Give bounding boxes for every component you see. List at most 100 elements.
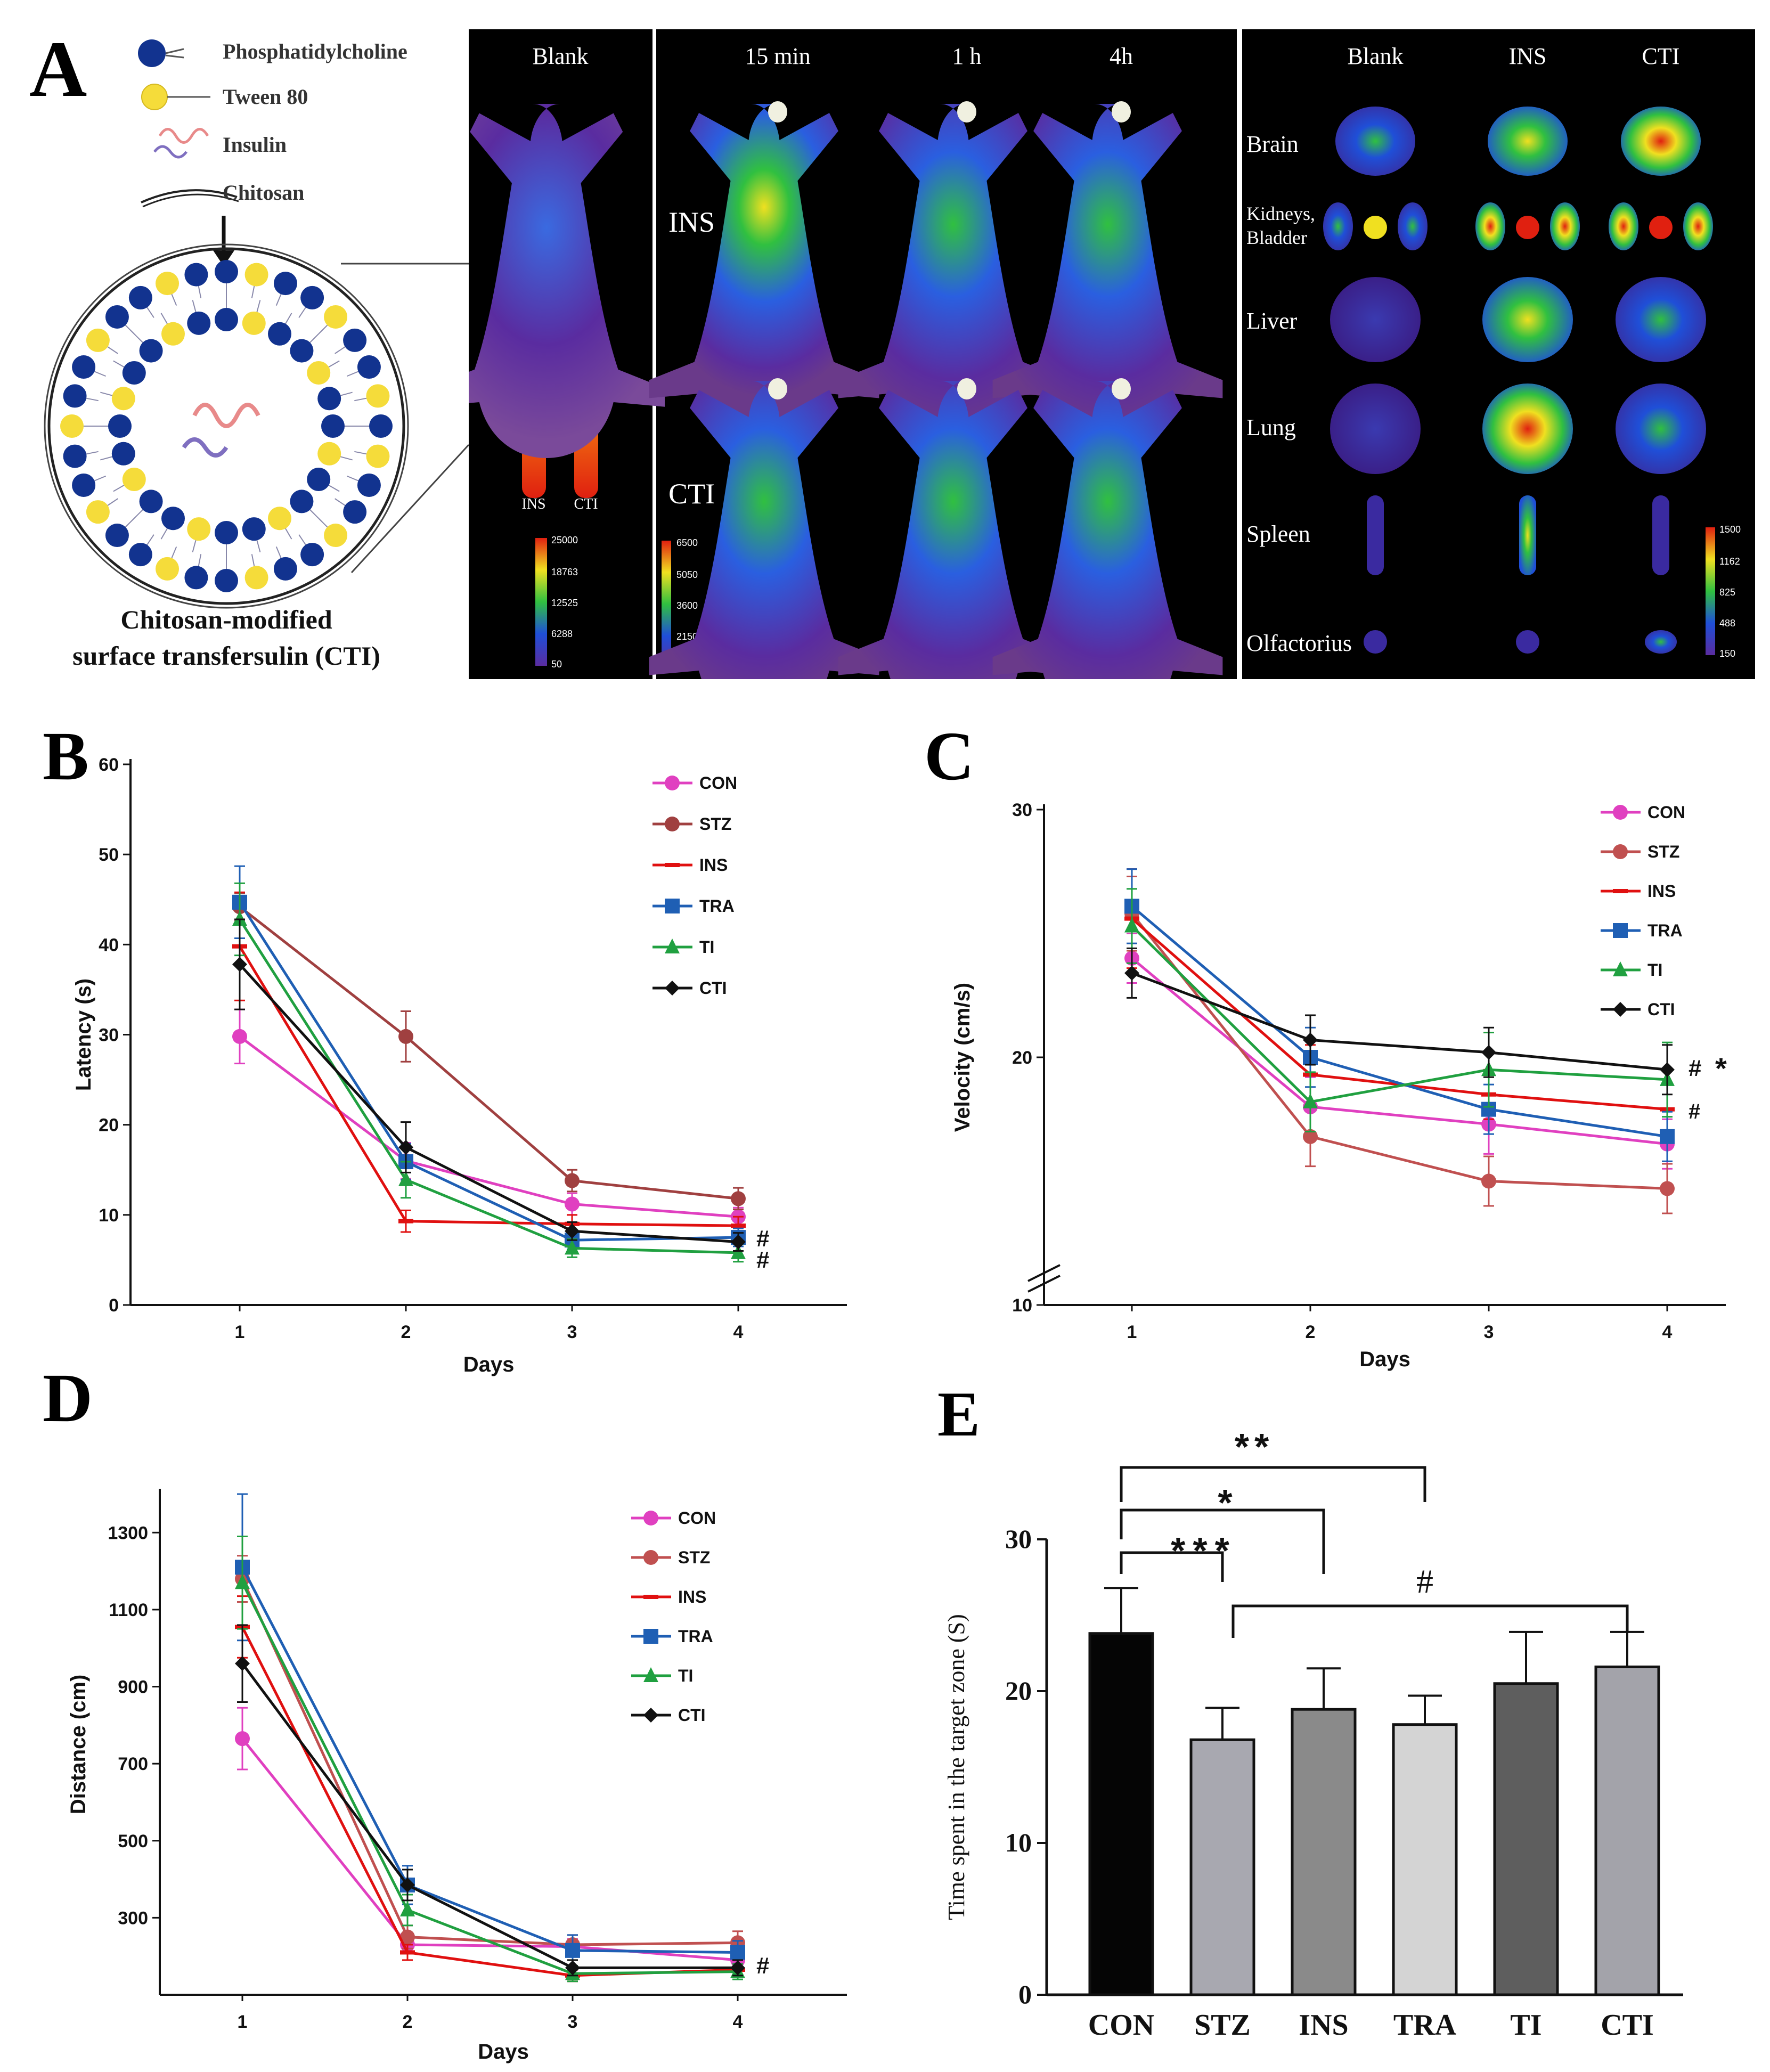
tween-80-head	[366, 444, 390, 468]
bladder-organ	[1516, 216, 1539, 239]
scale3-t2: 825	[1719, 587, 1735, 598]
x-tick-label: TRA	[1393, 2009, 1457, 2042]
legend-label-cti: CTI	[1647, 1000, 1675, 1019]
series-line	[241, 1582, 738, 1975]
y-tick-label: 1100	[109, 1600, 148, 1620]
legend-marker-ins	[643, 1595, 658, 1599]
scale-bar-3	[1706, 527, 1715, 655]
phosphatidylcholine-head	[215, 260, 238, 283]
lung-organ	[1330, 384, 1421, 474]
kidney-left	[1475, 202, 1505, 250]
legend-label-con: CON	[1647, 803, 1685, 822]
tween-80-head	[324, 524, 348, 548]
tween-80-head	[187, 517, 211, 541]
organ-header-cti: CTI	[1642, 43, 1680, 69]
scale2-t1: 5050	[676, 569, 698, 580]
x-tick-label: 3	[568, 2012, 578, 2032]
phosphatidylcholine-head	[139, 490, 163, 513]
caption-line-1: Chitosan-modified	[120, 605, 332, 634]
y-axis-title: Time spent in the target zone (S)	[943, 1614, 969, 1920]
x-tick-label: 1	[1127, 1322, 1137, 1342]
legend-label-con: CON	[678, 1508, 716, 1528]
legend-label-ins: INS	[1647, 882, 1676, 901]
mouse-ins-4h	[992, 104, 1223, 448]
x-tick-label: 1	[238, 2012, 248, 2032]
legend-label-ins: INS	[678, 1587, 706, 1606]
kidney-left	[1609, 202, 1638, 250]
scale1-t3: 6288	[551, 629, 573, 639]
series-cti	[235, 1624, 745, 1977]
series-stz	[232, 892, 746, 1211]
data-point	[565, 1173, 580, 1188]
y-tick-label: 1300	[108, 1523, 148, 1543]
scale2-t2: 3600	[676, 600, 698, 611]
x-axis-title: Days	[463, 1353, 515, 1376]
series-ins	[235, 1595, 745, 1983]
schematic-panel: Phosphatidylcholine Tween 80 Insulin Chi…	[44, 39, 409, 671]
data-point	[731, 1234, 746, 1250]
blank-label: Blank	[532, 43, 588, 69]
x-tick-label: 1	[235, 1322, 245, 1342]
y-tick-label: 30	[99, 1025, 119, 1046]
liver-organ	[1616, 277, 1706, 362]
brain-organ	[1488, 107, 1568, 176]
scale3-t1: 1162	[1719, 556, 1740, 567]
data-point	[1660, 1062, 1675, 1078]
phosphatidylcholine-icon	[138, 39, 184, 67]
data-point	[400, 1950, 415, 1955]
legend-label-ti: TI	[699, 937, 714, 957]
imaging-panel: Blank 15 min 1 h 4h INS CTI INS CTI 2500…	[469, 29, 1755, 679]
significance-mark: **	[1235, 1426, 1274, 1467]
y-tick-label: 50	[99, 845, 119, 865]
data-point	[398, 1171, 413, 1186]
x-tick-label: 4	[1662, 1322, 1673, 1342]
series-ti	[235, 1536, 745, 1983]
significance-mark: ***	[1171, 1530, 1237, 1571]
time-label-15min: 15 min	[745, 43, 810, 69]
phosphatidylcholine-head	[317, 387, 341, 411]
organ-brain: Brain	[1246, 131, 1299, 157]
series-line	[1131, 957, 1668, 1146]
y-tick-label: 700	[118, 1754, 148, 1774]
phosphatidylcholine-head	[72, 355, 96, 379]
legend-phosphatidylcholine: Phosphatidylcholine	[223, 39, 407, 63]
data-point	[565, 1960, 580, 1976]
y-tick-label: 20	[1005, 1676, 1032, 1706]
organ-header-ins: INS	[1509, 43, 1547, 69]
mouse-snout	[1112, 378, 1131, 399]
significance-mark: *	[1218, 1482, 1233, 1523]
legend-marker-stz	[665, 817, 680, 831]
scale3-t0: 1500	[1719, 524, 1741, 535]
chart-c-velocity: 10 20 30 1 2 3 4 Days Velocity (cm/s) CON STZ INS TR…	[951, 800, 1727, 1371]
spleen-organ	[1652, 495, 1669, 575]
y-tick-label: 900	[118, 1677, 148, 1698]
liver-organ	[1482, 277, 1573, 362]
mouse-ins-1h	[838, 104, 1068, 448]
mouse-snout	[957, 101, 976, 123]
y-tick-label: 60	[99, 755, 119, 775]
chart-e-target-zone: 0 10 20 30 Time spent in the target zone (S)…	[943, 1426, 1683, 2042]
x-axis-title: Days	[478, 2040, 529, 2063]
series-line	[241, 1737, 738, 1962]
tween-80-head	[317, 442, 341, 466]
brain-organ	[1335, 107, 1415, 176]
legend-marker-ti	[643, 1667, 658, 1682]
significance-mark: #	[756, 1247, 769, 1273]
organ-liver: Liver	[1246, 308, 1298, 334]
y-axis-title: Latency (s)	[72, 978, 95, 1091]
y-tick-label: 30	[1012, 800, 1032, 820]
y-tick-label: 0	[1018, 1979, 1032, 2009]
liver-organ	[1330, 277, 1421, 362]
y-tick-label: 40	[99, 935, 119, 955]
cti-vesicle-icon	[44, 243, 409, 609]
tween-80-head	[122, 468, 146, 491]
data-point	[235, 1656, 250, 1671]
outer-chitosan-ring-2	[44, 243, 409, 609]
data-point	[232, 910, 247, 926]
scale3-t3: 488	[1719, 618, 1735, 629]
series-line	[238, 901, 739, 1242]
tween-80-head	[307, 361, 331, 385]
phosphatidylcholine-head	[268, 322, 291, 346]
data-point	[400, 1901, 415, 1916]
tube-label-cti: CTI	[574, 496, 598, 512]
